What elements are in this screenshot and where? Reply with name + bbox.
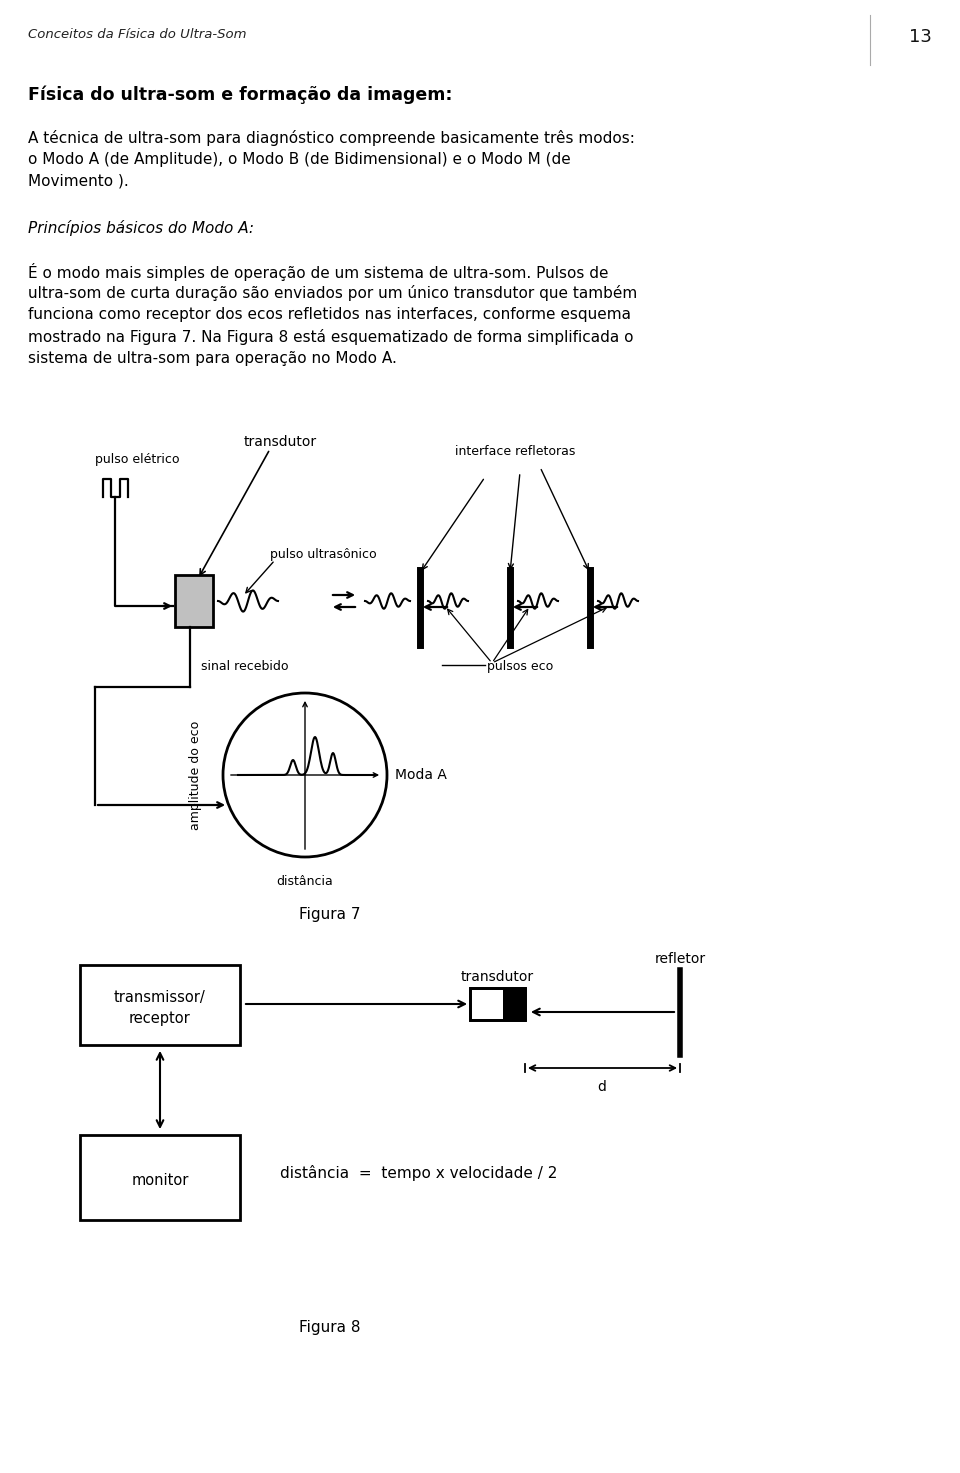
Text: Moda A: Moda A (395, 767, 446, 782)
Text: transdutor: transdutor (461, 971, 534, 984)
Text: É o modo mais simples de operação de um sistema de ultra-som. Pulsos de: É o modo mais simples de operação de um … (28, 264, 609, 281)
Text: Figura 7: Figura 7 (300, 907, 361, 922)
Text: distância  =  tempo x velocidade / 2: distância = tempo x velocidade / 2 (280, 1165, 558, 1181)
Text: funciona como receptor dos ecos refletidos nas interfaces, conforme esquema: funciona como receptor dos ecos refletid… (28, 306, 631, 323)
Text: amplitude do eco: amplitude do eco (188, 720, 202, 829)
Text: pulso ultrasônico: pulso ultrasônico (270, 548, 376, 561)
Text: interface refletoras: interface refletoras (455, 445, 575, 458)
Text: monitor: monitor (132, 1173, 189, 1189)
Text: ultra-som de curta duração são enviados por um único transdutor que também: ultra-som de curta duração são enviados … (28, 284, 637, 300)
Text: Física do ultra-som e formação da imagem:: Física do ultra-som e formação da imagem… (28, 85, 452, 103)
Text: transdutor: transdutor (244, 435, 317, 449)
Text: sinal recebido: sinal recebido (202, 660, 289, 673)
Text: mostrado na Figura 7. Na Figura 8 está esquematizado de forma simplificada o: mostrado na Figura 7. Na Figura 8 está e… (28, 328, 634, 345)
Bar (175, 574, 213, 627)
Text: transmissor/
receptor: transmissor/ receptor (114, 990, 205, 1027)
Text: pulso elétrico: pulso elétrico (95, 454, 180, 465)
Bar (80, 965, 240, 1044)
Text: distância: distância (276, 875, 333, 888)
Text: d: d (597, 1080, 607, 1094)
Text: 13: 13 (908, 28, 931, 46)
Text: Figura 8: Figura 8 (300, 1320, 361, 1335)
Bar (470, 988, 525, 1019)
Bar (503, 988, 525, 1019)
Text: sistema de ultra-som para operação no Modo A.: sistema de ultra-som para operação no Mo… (28, 351, 396, 365)
Text: Conceitos da Física do Ultra-Som: Conceitos da Física do Ultra-Som (28, 28, 247, 41)
Text: refletor: refletor (655, 952, 706, 966)
Text: Princípios básicos do Modo A:: Princípios básicos do Modo A: (28, 219, 254, 236)
Text: Movimento ).: Movimento ). (28, 174, 129, 189)
Text: A técnica de ultra-som para diagnóstico compreende basicamente três modos:: A técnica de ultra-som para diagnóstico … (28, 130, 635, 146)
Text: o Modo A (de Amplitude), o Modo B (de Bidimensional) e o Modo M (de: o Modo A (de Amplitude), o Modo B (de Bi… (28, 152, 571, 166)
Bar (470, 988, 525, 1019)
Text: pulsos eco: pulsos eco (487, 660, 553, 673)
Bar (80, 1136, 240, 1220)
